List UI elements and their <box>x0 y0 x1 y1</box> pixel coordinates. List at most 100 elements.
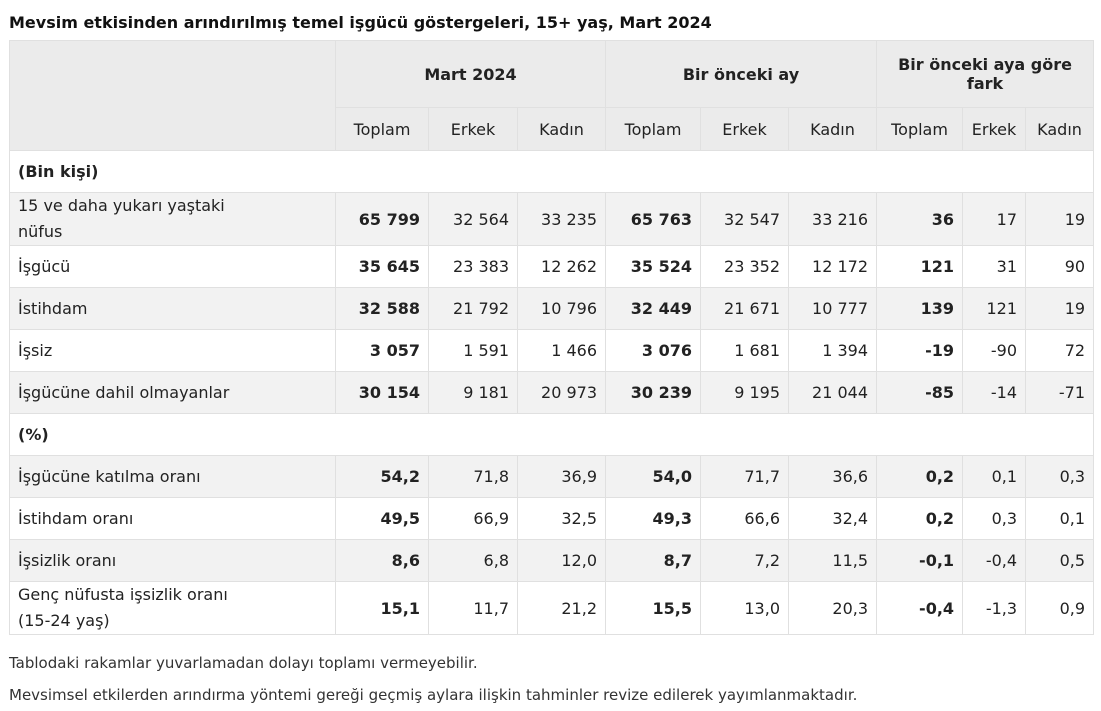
value-cell: -85 <box>876 371 964 414</box>
value-cell: 0,3 <box>1025 455 1095 498</box>
value-cell: 0,1 <box>962 455 1027 498</box>
value-cell: 33 235 <box>517 192 606 246</box>
column-header: Erkek <box>700 107 789 151</box>
value-cell: 10 777 <box>787 287 878 330</box>
header-row: Toplam Erkek Kadın Toplam Erkek Kadın Toplam Er… <box>10 107 1095 151</box>
value-cell: 21 792 <box>428 287 518 330</box>
row-label-cell: İstihdam <box>9 287 336 330</box>
value-cell: 1 681 <box>700 329 789 372</box>
value-cell: 36 <box>876 192 964 246</box>
value-cell: 71,8 <box>428 455 518 498</box>
value-cell: 10 796 <box>517 287 606 330</box>
row-label-cell: İşsizlik oranı <box>9 539 336 582</box>
row-label: İşsiz <box>18 340 53 360</box>
value-cell: 19 <box>1025 287 1095 330</box>
group-header: Bir önceki aya göre fark <box>876 40 1095 108</box>
column-header: Toplam <box>605 107 701 151</box>
value-cell: 6,8 <box>428 539 518 582</box>
value-cell: -71 <box>1025 371 1095 414</box>
value-cell: -19 <box>876 329 964 372</box>
value-cell: 90 <box>1025 245 1095 288</box>
column-header: Kadın <box>517 107 606 151</box>
value-cell: 66,9 <box>428 497 518 540</box>
data-row: İşgücüne dahil olmayanlar 30 154 9 181 20 9… <box>9 371 1095 414</box>
value-cell: 54,0 <box>605 455 701 498</box>
value-cell: 30 239 <box>605 371 701 414</box>
column-header: Toplam <box>876 107 964 151</box>
data-row: İstihdam oranı 49,5 66,9 32,5 49,3 66,6 32,4 0,… <box>9 497 1095 540</box>
note: Tablodaki rakamlar yuvarlamadan dolayı t… <box>9 654 478 672</box>
value-cell: 139 <box>876 287 964 330</box>
section-heading: (%) <box>8 413 1095 456</box>
value-cell: -1,3 <box>962 581 1027 635</box>
value-cell: 49,3 <box>605 497 701 540</box>
group-header: Mart 2024 <box>335 40 606 108</box>
value-cell: 54,2 <box>335 455 429 498</box>
value-cell: 0,9 <box>1025 581 1095 635</box>
value-cell: 12 262 <box>517 245 606 288</box>
value-cell: 19 <box>1025 192 1095 246</box>
data-row: İstihdam 32 588 21 792 10 796 32 449 21 671 10… <box>9 287 1095 330</box>
value-cell: 31 <box>962 245 1027 288</box>
value-cell: 21 671 <box>700 287 789 330</box>
value-cell: 32 547 <box>700 192 789 246</box>
row-label: İşgücüne katılma oranı <box>18 466 201 486</box>
value-cell: 12 172 <box>787 245 878 288</box>
value-cell: -14 <box>962 371 1027 414</box>
data-row: İşgücü 35 645 23 383 12 262 35 524 23 352 12 1… <box>9 245 1095 288</box>
value-cell: 15,5 <box>605 581 701 635</box>
row-label: İstihdam oranı <box>18 508 134 528</box>
value-cell: 13,0 <box>700 581 789 635</box>
row-label: İşgücüne dahil olmayanlar <box>18 382 230 402</box>
column-header: Toplam <box>335 107 429 151</box>
value-cell: 20 973 <box>517 371 606 414</box>
value-cell: -90 <box>962 329 1027 372</box>
data-row: 15 ve daha yukarı yaştaki nüfus 65 799 32 … <box>9 192 1095 246</box>
value-cell: 8,6 <box>335 539 429 582</box>
value-cell: 20,3 <box>787 581 878 635</box>
value-cell: 15,1 <box>335 581 429 635</box>
section-row: (Bin kişi) <box>8 150 1095 193</box>
value-cell: 32 588 <box>335 287 429 330</box>
value-cell: 3 057 <box>335 329 429 372</box>
column-header: Kadın <box>787 107 878 151</box>
value-cell: 35 645 <box>335 245 429 288</box>
note: Mevsimsel etkilerden arındırma yöntemi g… <box>9 686 858 704</box>
section-heading: (Bin kişi) <box>8 150 1095 193</box>
column-header: Kadın <box>1025 107 1095 151</box>
row-label: 15 ve daha yukarı yaştaki nüfus <box>18 196 225 241</box>
group-header: Bir önceki ay <box>604 40 878 108</box>
value-cell: 23 352 <box>700 245 789 288</box>
value-cell: 8,7 <box>605 539 701 582</box>
value-cell: 1 591 <box>428 329 518 372</box>
value-cell: 1 466 <box>517 329 606 372</box>
value-cell: 121 <box>876 245 964 288</box>
row-label-cell: İşgücüne dahil olmayanlar <box>9 371 336 414</box>
value-cell: 71,7 <box>700 455 789 498</box>
value-cell: 36,6 <box>787 455 878 498</box>
value-cell: -0,1 <box>876 539 964 582</box>
value-cell: 30 154 <box>335 371 429 414</box>
value-cell: 12,0 <box>517 539 606 582</box>
row-label-cell: İşsiz <box>9 329 336 372</box>
data-row: İşgücüne katılma oranı 54,2 71,8 36,9 54,0 71… <box>9 455 1095 498</box>
row-label: Genç nüfusta işsizlik oranı (15-24 yaş) <box>18 585 228 630</box>
value-cell: -0,4 <box>962 539 1027 582</box>
value-cell: 1 394 <box>787 329 878 372</box>
row-label-cell: İşgücü <box>9 245 336 288</box>
value-cell: 35 524 <box>605 245 701 288</box>
value-cell: 21 044 <box>787 371 878 414</box>
value-cell: 11,5 <box>787 539 878 582</box>
row-label: İstihdam <box>18 298 88 318</box>
value-cell: 0,2 <box>876 455 964 498</box>
value-cell: 66,6 <box>700 497 789 540</box>
value-cell: 0,5 <box>1025 539 1095 582</box>
header-row: Mart 2024 Bir önceki ay Bir önceki aya gör… <box>9 40 1095 151</box>
data-row: İşsizlik oranı 8,6 6,8 12,0 8,7 7,2 11,5 -0,1 -0… <box>9 539 1095 582</box>
value-cell: 21,2 <box>517 581 606 635</box>
value-cell: 9 181 <box>428 371 518 414</box>
table-title: Mevsim etkisinden arındırılmış temel işg… <box>9 13 712 32</box>
data-row: Genç nüfusta işsizlik oranı (15-24 yaş) 1… <box>9 581 1095 635</box>
data-row: İşsiz 3 057 1 591 1 466 3 076 1 681 1 394 -19 -9… <box>9 329 1095 372</box>
